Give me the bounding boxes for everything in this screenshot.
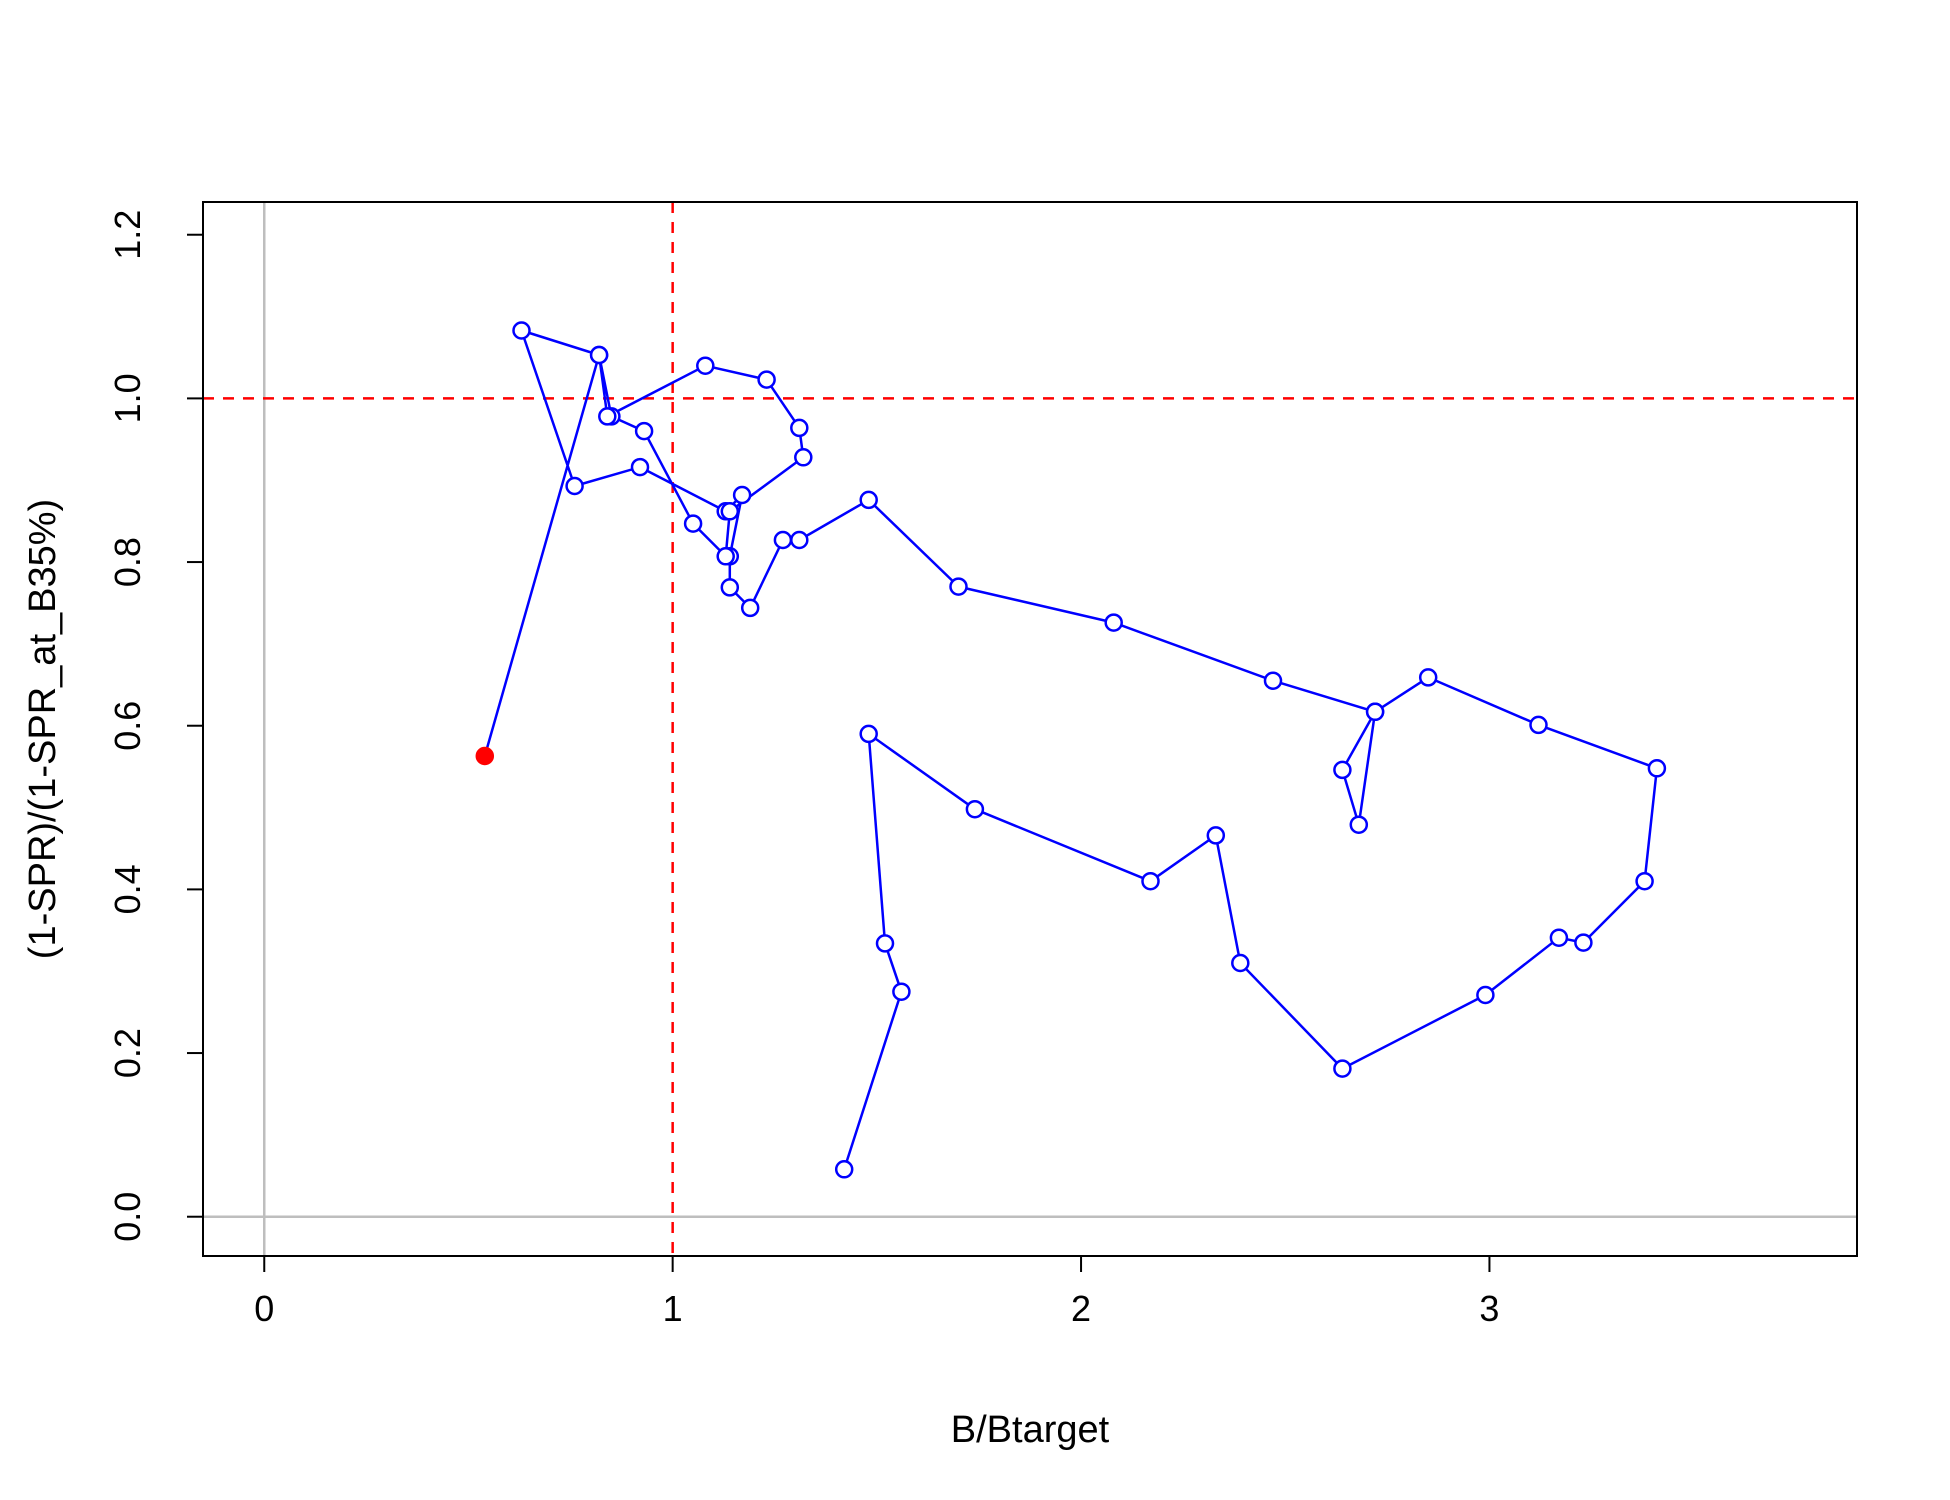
x-axis: 0 1 2 3 bbox=[254, 1255, 1499, 1329]
data-point bbox=[875, 934, 895, 953]
x-tick-label: 0 bbox=[254, 1288, 274, 1329]
x-tick-label: 3 bbox=[1479, 1288, 1499, 1329]
data-point bbox=[1141, 871, 1160, 891]
data-point bbox=[1263, 671, 1283, 690]
y-tick-label: 1.2 bbox=[107, 210, 148, 260]
data-point bbox=[740, 598, 760, 618]
terminal-point bbox=[475, 746, 495, 766]
data-point bbox=[1549, 928, 1569, 947]
data-point bbox=[1333, 1059, 1352, 1078]
y-axis-title: (1-SPR)/(1-SPR_at_B35%) bbox=[22, 499, 64, 959]
data-point bbox=[565, 476, 584, 496]
y-tick-label: 0.6 bbox=[107, 701, 148, 751]
data-point bbox=[589, 345, 609, 365]
data-point bbox=[720, 578, 740, 597]
data-point bbox=[720, 502, 740, 521]
data-point bbox=[1574, 933, 1593, 952]
data-point bbox=[1635, 871, 1654, 891]
data-point bbox=[859, 490, 878, 510]
data-point bbox=[1647, 759, 1667, 778]
y-tick-label: 0.8 bbox=[107, 537, 148, 587]
y-tick-label: 1.0 bbox=[107, 373, 148, 423]
data-point bbox=[1206, 826, 1226, 845]
data-point bbox=[1333, 760, 1352, 780]
y-axis: 0.0 0.2 0.4 0.6 0.8 1.0 1.2 bbox=[107, 210, 204, 1242]
data-point bbox=[965, 799, 985, 819]
data-point bbox=[790, 530, 809, 550]
data-point bbox=[790, 418, 809, 438]
data-point bbox=[598, 407, 617, 426]
x-tick-label: 2 bbox=[1071, 1288, 1091, 1329]
y-tick-label: 0.2 bbox=[107, 1028, 148, 1078]
data-point bbox=[834, 1160, 854, 1179]
data-point bbox=[696, 356, 715, 375]
data-point bbox=[1365, 702, 1385, 722]
data-point bbox=[1529, 715, 1548, 735]
y-tick-label: 0.0 bbox=[107, 1192, 148, 1242]
x-tick-label: 1 bbox=[663, 1288, 683, 1329]
data-point bbox=[1231, 953, 1250, 973]
data-point bbox=[732, 485, 752, 505]
data-point bbox=[716, 547, 735, 566]
data-point bbox=[892, 982, 911, 1001]
data-point bbox=[794, 448, 813, 467]
data-point bbox=[949, 577, 968, 596]
y-tick-label: 0.4 bbox=[107, 864, 148, 914]
data-point bbox=[630, 457, 650, 477]
data-point bbox=[1476, 985, 1495, 1005]
data-point bbox=[634, 421, 654, 441]
data-point bbox=[683, 514, 703, 533]
series-layer bbox=[475, 321, 1667, 1179]
data-point bbox=[1418, 668, 1438, 687]
data-point bbox=[859, 724, 878, 744]
data-point bbox=[1104, 613, 1123, 632]
data-point bbox=[757, 370, 776, 389]
x-axis-title: B/Btarget bbox=[951, 1409, 1110, 1451]
data-point bbox=[1349, 815, 1369, 834]
data-point bbox=[773, 530, 793, 550]
data-point bbox=[512, 321, 531, 340]
reference-lines bbox=[203, 202, 1857, 1256]
